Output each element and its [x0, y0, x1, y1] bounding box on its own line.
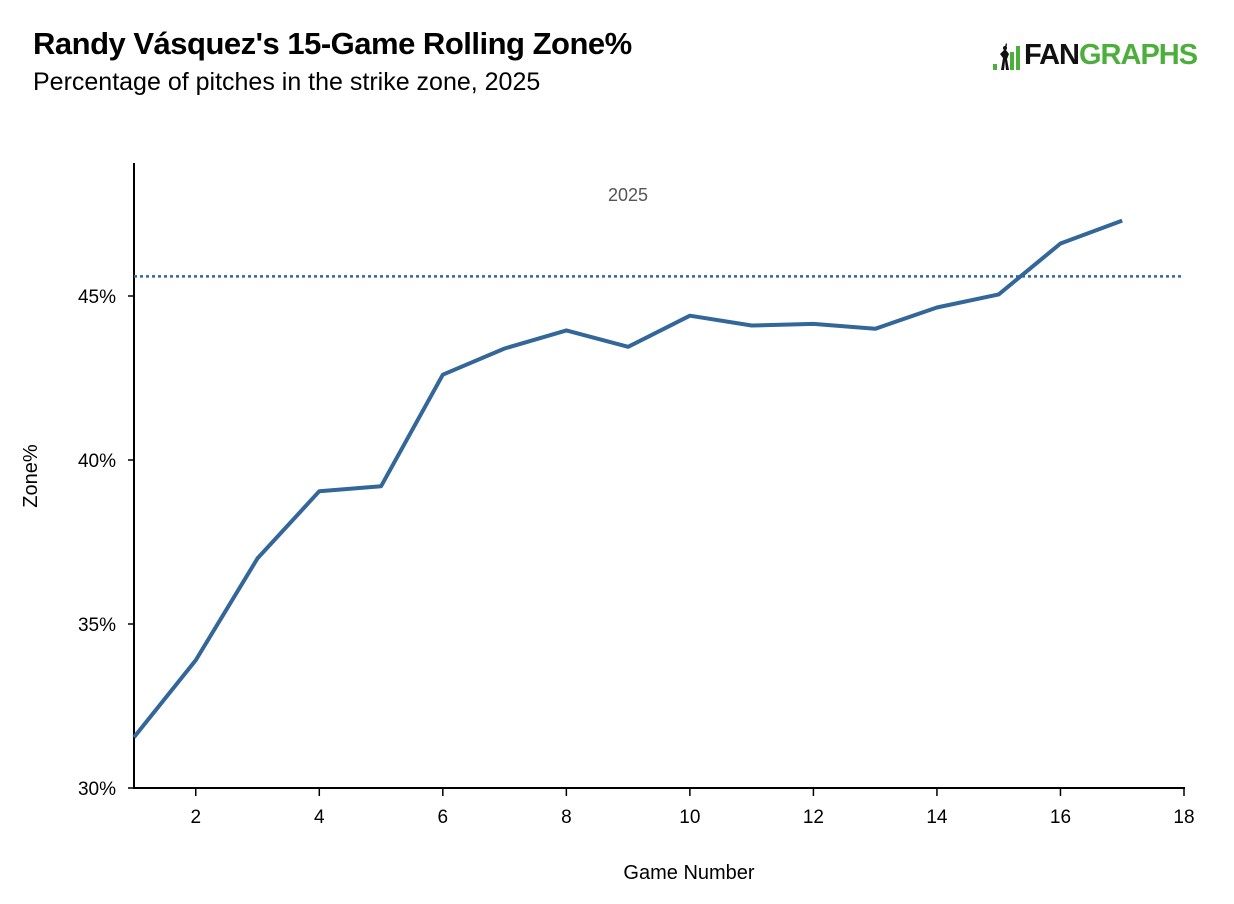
zone-pct-series-line — [132, 218, 1123, 739]
x-tick-label: 12 — [803, 807, 824, 828]
y-axis-ticks: 30% 35% 40% 45% — [78, 287, 134, 800]
y-tick-label: 40% — [78, 451, 116, 472]
fangraphs-logo: FAN GRAPHS — [992, 39, 1198, 72]
y-tick-label: 35% — [78, 615, 116, 636]
x-tick-label: 14 — [926, 807, 948, 828]
x-tick-label: 6 — [438, 807, 449, 828]
x-axis-title: Game Number — [623, 862, 754, 884]
chart-title: Randy Vásquez's 15-Game Rolling Zone% — [33, 26, 632, 61]
x-axis-ticks: 2 4 6 8 10 12 14 16 18 — [190, 788, 1195, 828]
y-axis-title: Zone% — [20, 444, 42, 508]
y-tick-label: 45% — [78, 287, 116, 308]
chart-subtitle: Percentage of pitches in the strike zone… — [33, 68, 541, 96]
fangraphs-batter-bars-icon — [993, 43, 1020, 70]
x-tick-label: 18 — [1173, 807, 1194, 828]
x-tick-label: 4 — [314, 807, 325, 828]
logo-text-fan: FAN — [1024, 39, 1080, 71]
x-tick-label: 10 — [679, 807, 700, 828]
y-tick-label: 30% — [78, 779, 116, 800]
series-year-label: 2025 — [608, 185, 648, 205]
x-tick-label: 8 — [561, 807, 572, 828]
x-tick-label: 16 — [1050, 807, 1071, 828]
logo-text-graphs: GRAPHS — [1079, 39, 1198, 71]
x-tick-label: 2 — [190, 807, 201, 828]
